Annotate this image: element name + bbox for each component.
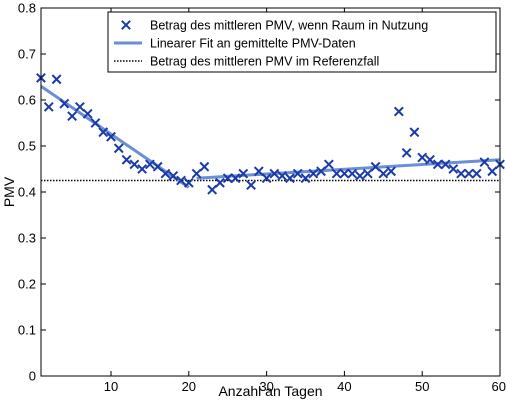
axes: 0 0.1 0.2 0.3 0.4 0.5 0.6 0.7 0.8 10 20 30 40 50 60 xyxy=(18,1,506,395)
data-point xyxy=(145,159,155,170)
x-axis-title: Anzahl an Tagen xyxy=(218,383,322,399)
fit-line-segment-2 xyxy=(196,158,501,180)
data-point xyxy=(370,161,381,172)
data-point xyxy=(74,101,85,112)
y-tick-label: 0.2 xyxy=(18,277,36,292)
data-point xyxy=(432,159,443,170)
y-tick-label: 0.1 xyxy=(18,323,36,338)
y-tick-label: 0.3 xyxy=(18,231,36,246)
data-point xyxy=(456,168,467,179)
data-point xyxy=(378,168,389,179)
data-point xyxy=(448,164,459,174)
legend: Betrag des mittleren PMV, wenn Raum in N… xyxy=(107,11,497,73)
data-point xyxy=(137,164,148,174)
data-point xyxy=(113,143,124,154)
y-tick-label: 0.8 xyxy=(18,1,36,16)
y-tick-label: 0 xyxy=(29,369,36,384)
data-point xyxy=(230,173,241,184)
data-point xyxy=(316,166,326,177)
y-axis-title: PMV xyxy=(1,176,17,207)
data-point xyxy=(246,180,256,191)
data-point xyxy=(425,154,435,165)
data-point xyxy=(285,173,295,184)
data-point xyxy=(160,168,171,179)
y-tick-label: 0.5 xyxy=(18,139,36,154)
y-tick-label: 0.4 xyxy=(18,185,36,200)
data-point xyxy=(222,173,233,184)
data-point xyxy=(355,170,365,181)
data-point xyxy=(98,127,109,138)
data-point xyxy=(215,177,225,188)
plot-area xyxy=(36,73,505,195)
data-point xyxy=(238,168,249,179)
data-point xyxy=(471,168,482,179)
data-point xyxy=(339,168,350,179)
data-point xyxy=(67,111,78,122)
data-point xyxy=(393,106,404,117)
data-point xyxy=(409,127,420,138)
legend-marker-measured-pmv xyxy=(121,20,131,30)
data-point xyxy=(176,175,186,186)
x-tick-label: 30 xyxy=(259,379,273,394)
data-point xyxy=(347,168,358,179)
data-point xyxy=(152,161,163,172)
x-tick-label: 60 xyxy=(492,379,506,394)
y-tick-label: 0.7 xyxy=(18,47,36,62)
data-point xyxy=(207,184,218,195)
data-point xyxy=(253,166,264,177)
data-point xyxy=(183,177,194,188)
data-point xyxy=(277,170,288,181)
x-tick-label: 50 xyxy=(415,379,429,394)
data-point xyxy=(43,101,54,112)
data-point xyxy=(292,168,303,179)
data-point xyxy=(261,173,272,184)
data-point xyxy=(479,157,490,168)
y-tick-label: 0.6 xyxy=(18,93,36,108)
data-point xyxy=(386,166,396,177)
x-tick-label: 40 xyxy=(337,379,351,394)
data-point xyxy=(106,131,116,142)
x-tick-label: 10 xyxy=(104,379,118,394)
data-point xyxy=(417,152,428,163)
legend-label-reference-pmv: Betrag des mittleren PMV im Referenzfall xyxy=(150,55,379,69)
data-point xyxy=(440,159,451,170)
data-point xyxy=(308,168,319,179)
data-point xyxy=(300,173,311,184)
data-point xyxy=(331,168,342,179)
data-point xyxy=(269,168,280,179)
data-point xyxy=(362,168,373,179)
data-point xyxy=(82,108,93,119)
data-point xyxy=(401,147,412,158)
legend-box xyxy=(107,11,497,73)
data-point xyxy=(487,166,498,177)
legend-label-measured-pmv: Betrag des mittleren PMV, wenn Raum in N… xyxy=(150,19,428,33)
legend-label-linear-fit: Linearer Fit an gemittelte PMV-Daten xyxy=(150,37,356,51)
data-point xyxy=(59,98,70,109)
data-point xyxy=(463,168,474,179)
data-point xyxy=(191,168,202,179)
data-point xyxy=(323,159,334,170)
data-point xyxy=(51,74,62,85)
data-point xyxy=(129,159,140,170)
data-point xyxy=(90,118,101,128)
data-point xyxy=(199,161,210,172)
data-point xyxy=(121,154,132,165)
data-point xyxy=(168,170,179,181)
x-tick-label: 20 xyxy=(182,379,196,394)
